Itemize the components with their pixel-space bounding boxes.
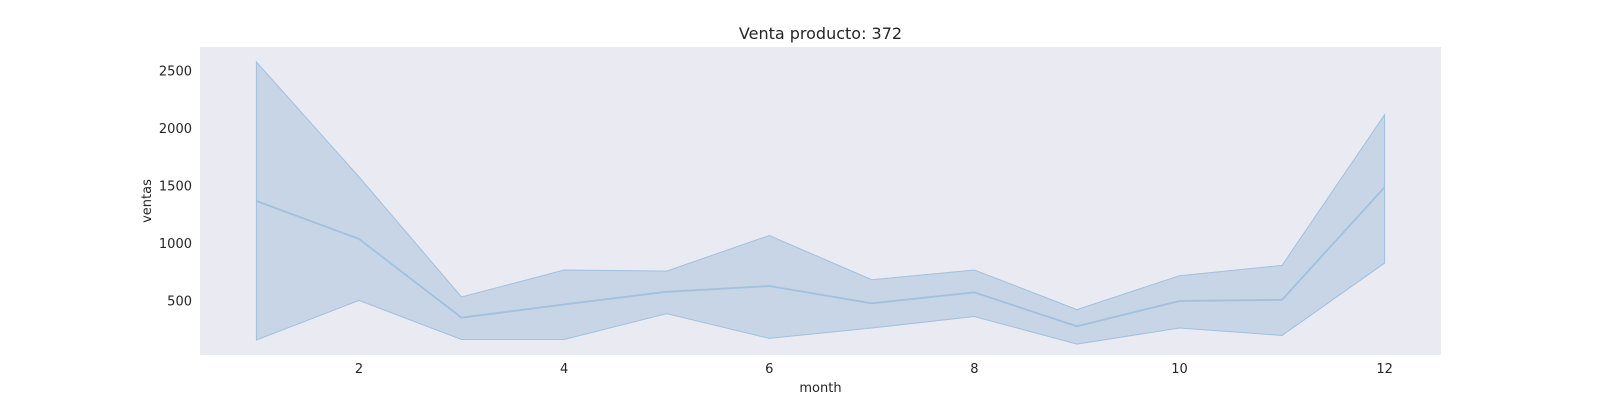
y-tick-label: 2000 bbox=[159, 122, 192, 137]
y-tick-label: 1500 bbox=[159, 180, 192, 195]
y-tick-label: 2500 bbox=[159, 65, 192, 80]
x-tick-label: 8 bbox=[970, 362, 978, 377]
x-tick-label: 2 bbox=[355, 362, 363, 377]
x-tick-label: 4 bbox=[560, 362, 568, 377]
x-tick-label: 12 bbox=[1376, 362, 1393, 377]
x-tick-label: 10 bbox=[1171, 362, 1188, 377]
y-tick-label: 1000 bbox=[159, 237, 192, 252]
y-axis-ticks: 500 1000 1500 2000 2500 bbox=[159, 65, 192, 310]
x-axis-ticks: 2 4 6 8 10 12 bbox=[355, 362, 1393, 377]
chart-title: Venta producto: 372 bbox=[739, 24, 902, 43]
y-tick-label: 500 bbox=[167, 294, 192, 309]
y-axis-label: ventas bbox=[140, 179, 155, 223]
x-tick-label: 6 bbox=[765, 362, 773, 377]
x-axis-label: month bbox=[799, 381, 841, 396]
